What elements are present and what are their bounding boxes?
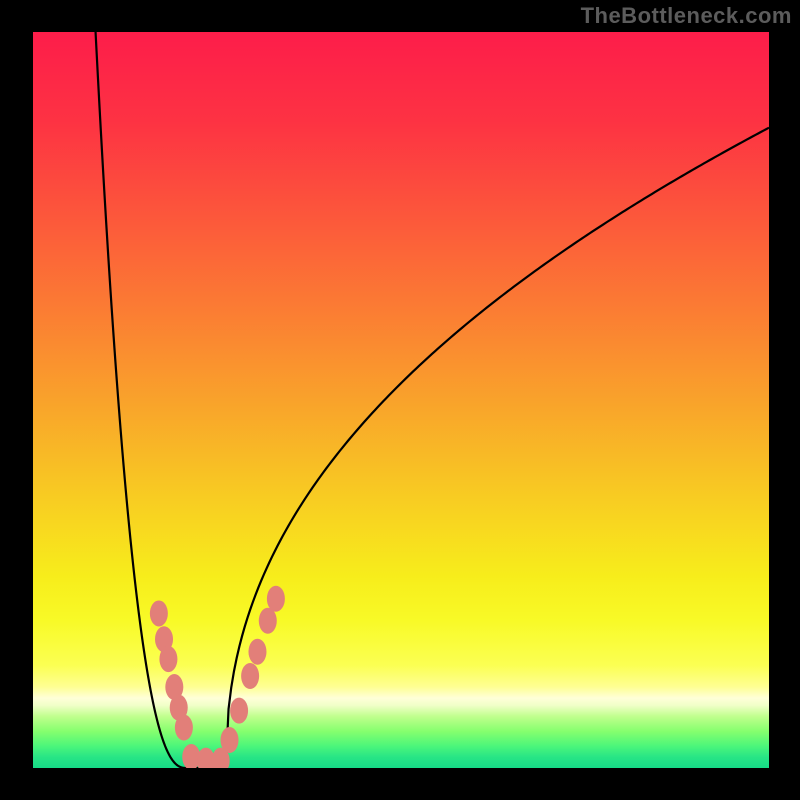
marker-point <box>259 608 277 634</box>
marker-point <box>248 639 266 665</box>
marker-point <box>267 586 285 612</box>
marker-point <box>230 698 248 724</box>
marker-point <box>241 663 259 689</box>
viewport: TheBottleneck.com <box>0 0 800 800</box>
chart-svg <box>33 32 769 768</box>
watermark-text: TheBottleneck.com <box>581 3 792 29</box>
marker-point <box>150 600 168 626</box>
marker-point <box>175 715 193 741</box>
marker-point <box>221 727 239 753</box>
plot-area <box>33 32 769 768</box>
gradient-background <box>33 32 769 768</box>
marker-point <box>159 646 177 672</box>
